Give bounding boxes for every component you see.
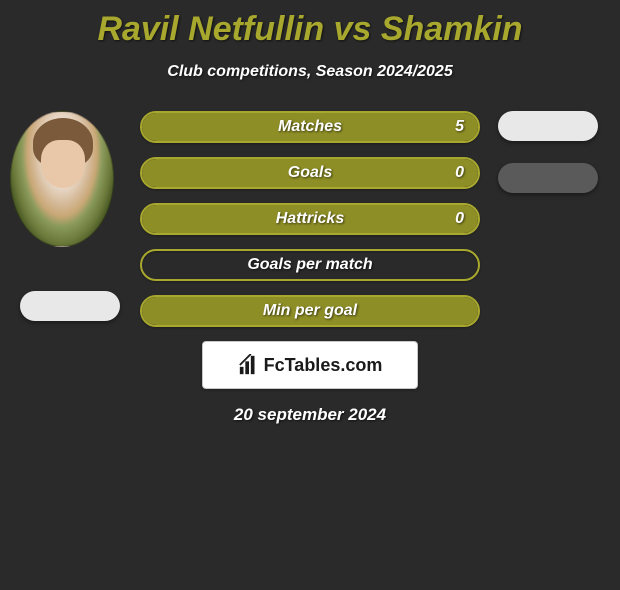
stat-fill <box>142 159 478 187</box>
stat-row-matches: Matches5 <box>140 111 480 143</box>
stat-label: Goals per match <box>142 251 478 279</box>
player-left-column <box>0 111 140 321</box>
stat-fill <box>142 205 478 233</box>
page-subtitle: Club competitions, Season 2024/2025 <box>0 63 620 81</box>
player-right-name-pill-1 <box>498 163 598 193</box>
stat-fill <box>142 113 478 141</box>
page-title: Ravil Netfullin vs Shamkin <box>0 10 620 49</box>
player-right-name-pill-0 <box>498 111 598 141</box>
site-logo: FcTables.com <box>202 341 418 389</box>
stat-fill <box>142 297 478 325</box>
bar-chart-icon <box>238 354 260 376</box>
stat-row-hattricks: Hattricks0 <box>140 203 480 235</box>
report-date: 20 september 2024 <box>0 405 620 425</box>
player-left-name-pill <box>20 291 120 321</box>
stat-row-goals-per-match: Goals per match <box>140 249 480 281</box>
comparison-content: Matches5 Goals0 Hattricks0 Goals per match M… <box>0 111 620 327</box>
player-right-column <box>488 111 608 193</box>
site-logo-text: FcTables.com <box>264 355 383 376</box>
stat-row-min-per-goal: Min per goal <box>140 295 480 327</box>
stat-row-goals: Goals0 <box>140 157 480 189</box>
stat-bars: Matches5 Goals0 Hattricks0 Goals per match M… <box>140 111 480 327</box>
player-left-avatar <box>10 111 114 247</box>
